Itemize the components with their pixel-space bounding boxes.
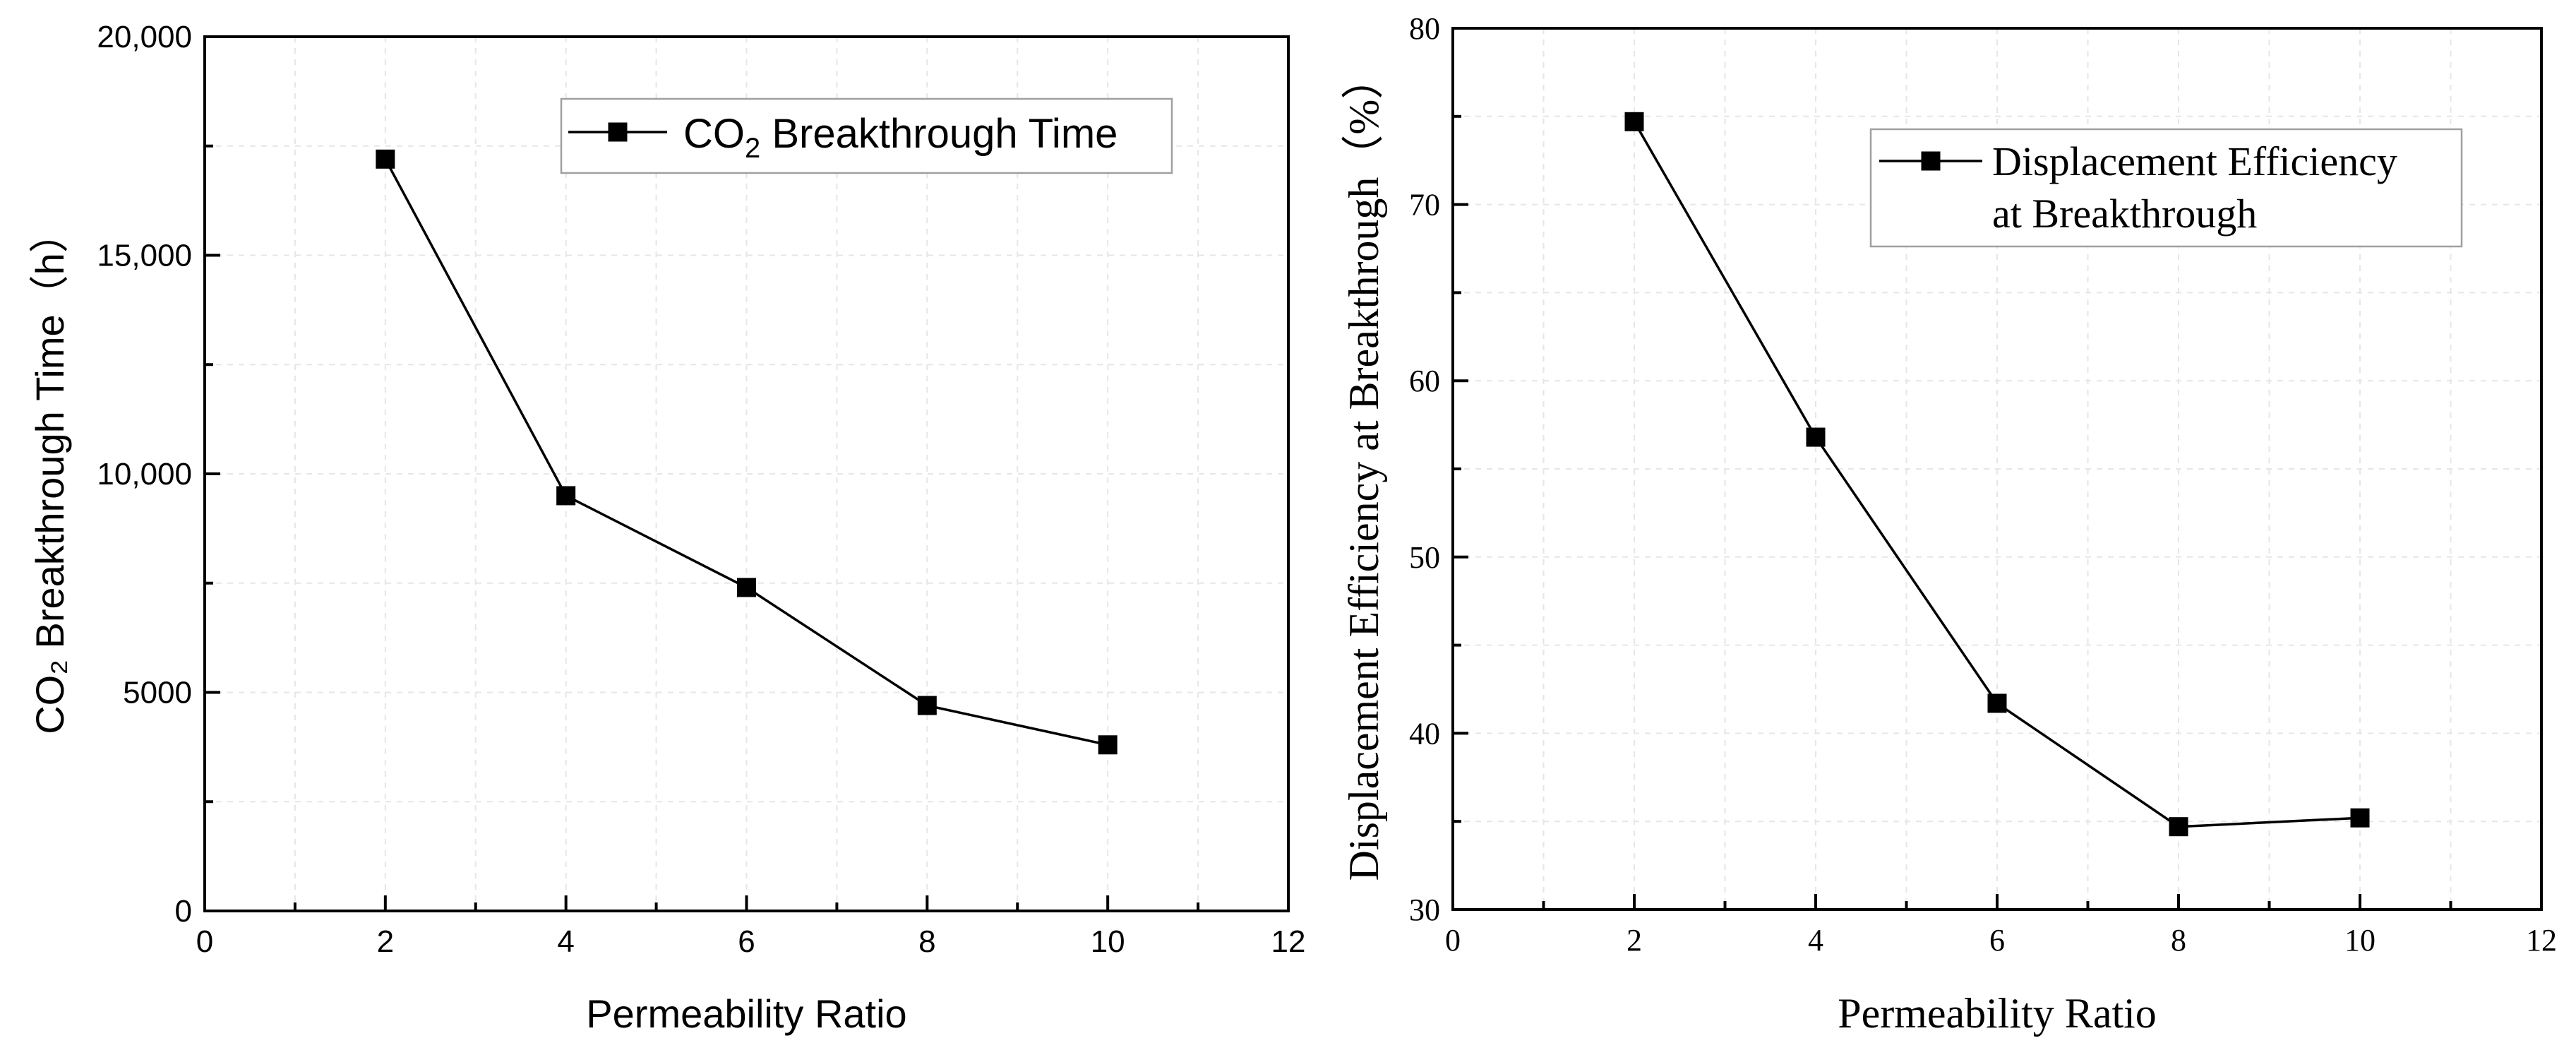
right-x-tick-label: 2 — [1627, 923, 1642, 958]
right-data-point — [2169, 817, 2188, 837]
right-legend-box — [1869, 128, 2463, 248]
left-y-tick-label: 10,000 — [97, 457, 192, 491]
right-legend-label: Displacement Efficiency — [1992, 138, 2397, 184]
right-x-tick-label: 6 — [1989, 923, 2005, 958]
left-x-axis-label: Permeability Ratio — [586, 991, 906, 1036]
right-legend-label-line2: at Breakthrough — [1992, 191, 2257, 237]
right-grid — [1453, 28, 2541, 910]
left-x-tick-label: 0 — [196, 924, 213, 959]
right-data-point — [2350, 808, 2370, 828]
right-x-tick-label: 8 — [2171, 923, 2186, 958]
left-data-point — [1098, 735, 1118, 755]
chart-breakthrough-time: 0 2 4 6 8 10 12 0 5000 10,000 15,000 20,000 Permeabi… — [28, 20, 1305, 1036]
left-grid — [205, 37, 1288, 911]
right-y-tick-label: 30 — [1409, 893, 1440, 927]
right-x-tick-label: 10 — [2344, 923, 2376, 958]
right-y-tick-label: 70 — [1409, 188, 1440, 222]
left-y-axis-label: CO₂ Breakthrough Time（h） — [28, 213, 72, 734]
left-data-point — [917, 696, 937, 715]
left-x-tick-label: 6 — [738, 924, 755, 959]
right-y-tick-label: 60 — [1409, 364, 1440, 398]
right-y-tick-label: 80 — [1409, 11, 1440, 46]
right-legend: Displacement Efficiency at Breakthrough — [1869, 128, 2463, 248]
left-data-point — [556, 486, 576, 506]
left-x-tick-label: 8 — [918, 924, 935, 959]
left-legend: CO2 Breakthrough Time — [560, 97, 1173, 174]
right-x-tick-label: 0 — [1445, 923, 1461, 958]
left-y-tick-label: 5000 — [123, 676, 192, 710]
right-legend-marker — [1921, 151, 1941, 171]
right-y-tick-label: 50 — [1409, 540, 1440, 575]
right-data-point — [1987, 693, 2007, 713]
left-y-tick-label: 0 — [175, 894, 192, 929]
left-x-tick-label: 12 — [1271, 924, 1306, 959]
right-x-tick-label: 4 — [1808, 923, 1823, 958]
left-y-tick-label: 15,000 — [97, 239, 192, 273]
left-legend-box — [560, 97, 1173, 174]
right-y-axis-label: Displacement Efficiency at Breakthrough（… — [1341, 57, 1387, 881]
left-data-point — [376, 149, 395, 169]
left-x-tick-label: 10 — [1091, 924, 1125, 959]
left-legend-marker — [608, 122, 628, 142]
left-x-tick-label: 4 — [557, 924, 574, 959]
left-x-tick-label: 2 — [377, 924, 394, 959]
right-y-tick-label: 40 — [1409, 716, 1440, 751]
left-series-line — [384, 158, 1108, 746]
right-x-axis-label: Permeability Ratio — [1838, 990, 2157, 1037]
right-data-point — [1624, 112, 1644, 131]
right-x-tick-label: 12 — [2526, 923, 2557, 958]
right-data-point — [1806, 427, 1826, 447]
left-data-point — [737, 578, 756, 597]
left-legend-label: CO2 Breakthrough Time — [683, 111, 1118, 164]
left-y-tick-label: 20,000 — [97, 20, 192, 54]
chart-displacement-efficiency: 0 2 4 6 8 10 12 30 40 50 60 70 80 Permeability Ratio D… — [1341, 11, 2557, 1037]
